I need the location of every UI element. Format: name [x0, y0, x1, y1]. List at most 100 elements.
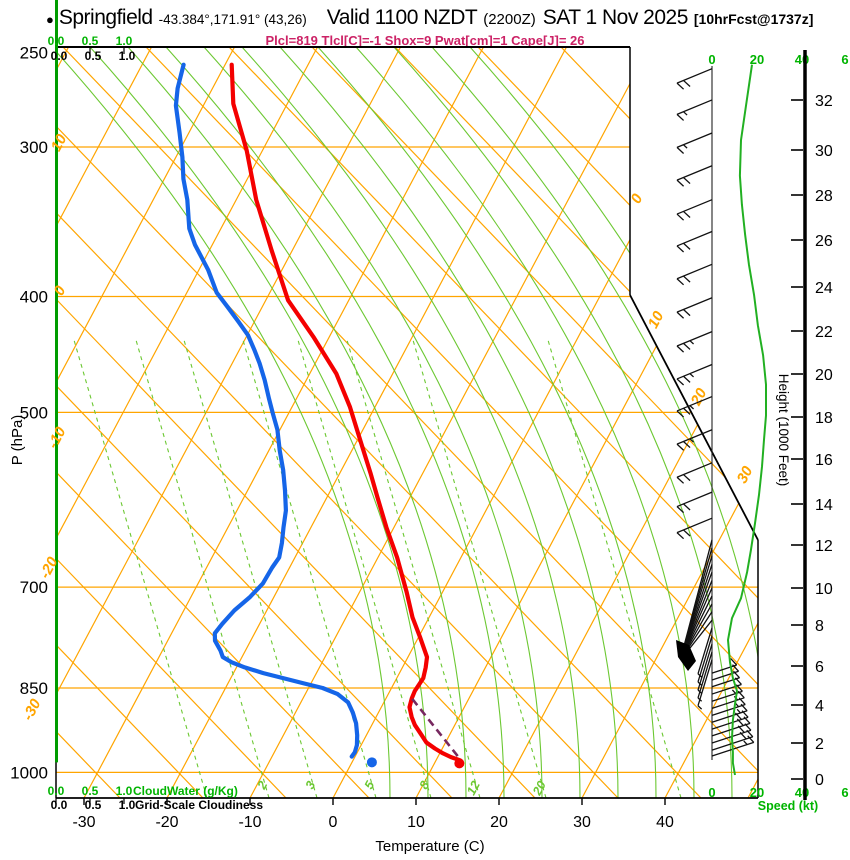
dry-adiabat-line: [311, 47, 758, 798]
barb-feather: [683, 375, 691, 383]
barb-feather: [676, 345, 685, 353]
height-axis-title: Height (1000 Feet): [776, 374, 791, 487]
wind-barb-icon: [676, 68, 713, 90]
wind-column: [676, 64, 767, 776]
moist-adiabat-line: [241, 47, 581, 798]
speed-axis-title: Speed (kt): [758, 799, 818, 813]
wind-barb-icon: [676, 429, 713, 451]
dry-adiabat-line: [56, 47, 370, 798]
temp-tick-label: -30: [72, 814, 95, 831]
barb-feather: [676, 113, 685, 121]
height-tick-label: 6: [815, 659, 824, 676]
barb-feather: [676, 278, 685, 286]
temperature-curve: [229, 62, 463, 763]
barb-staff: [676, 462, 713, 478]
moist-adiabat-line: [279, 47, 619, 798]
barb-staff: [697, 627, 713, 674]
barb-staff: [676, 99, 713, 115]
barb-feather: [743, 716, 751, 724]
cloudiness-scale-label: 1.0: [119, 49, 136, 63]
barb-staff: [711, 683, 742, 695]
barb-staff: [683, 595, 713, 654]
barb-feather: [683, 474, 691, 482]
barb-staff: [697, 643, 713, 691]
wind-barb-icon: [676, 165, 713, 187]
height-tick-label: 14: [815, 497, 833, 514]
height-tick-label: 16: [815, 452, 833, 469]
barb-feather: [683, 144, 688, 149]
station-coordinates: -43.384°,171.91° (43,26): [158, 12, 307, 27]
barb-staff: [676, 297, 713, 313]
cloudwater-scale-label: 0.5: [82, 34, 99, 48]
isotherm-line: [56, 47, 236, 798]
sounding-curves: [173, 62, 465, 769]
isotherm-line: [498, 47, 758, 798]
barb-feather: [676, 532, 685, 540]
valid-time: Valid 1100 NZDT: [326, 6, 478, 29]
moist-adiabat-line: [56, 47, 391, 798]
wind-barb-icon: [676, 517, 713, 540]
dry-adiabat-line: [56, 47, 702, 798]
isotherm-line: [747, 47, 758, 798]
cloudwater-scale-label: 1.0: [116, 784, 133, 798]
barb-feather: [683, 79, 691, 88]
barb-staff: [711, 697, 745, 709]
height-tick-label: 26: [815, 233, 833, 250]
barb-feather: [683, 503, 691, 511]
barb-feather: [747, 735, 755, 743]
height-tick-label: 2: [815, 736, 824, 753]
title-bar: ● Springfield -43.384°,171.91° (43,26) V…: [46, 6, 850, 30]
isotherm-label: 20: [687, 385, 711, 409]
dry-adiabat-line: [56, 47, 619, 798]
barb-feather: [737, 725, 745, 733]
mixing-ratio-line: [412, 339, 547, 798]
temp-tick-label: -20: [155, 814, 178, 831]
plot-frame: [55, 0, 759, 805]
barb-staff: [697, 659, 713, 706]
mixing-ratio-label: 8: [417, 779, 433, 792]
height-tick-label: 32: [815, 93, 833, 110]
wind-barb-icon: [676, 99, 713, 121]
barb-staff: [676, 68, 713, 84]
barb-feather: [739, 731, 747, 740]
barb-feather: [697, 705, 703, 710]
isotherm-line: [415, 47, 758, 798]
barb-staff: [683, 587, 713, 653]
height-tick-label: 10: [815, 581, 833, 598]
temp-tick-label: 30: [573, 814, 591, 831]
barb-feather: [676, 311, 685, 319]
barb-feather: [676, 82, 685, 90]
barb-staff: [683, 564, 713, 650]
cloudwater-scale-label: 0.5: [82, 784, 99, 798]
barb-feather: [689, 438, 695, 443]
speed-tick-label: 40: [795, 785, 809, 800]
moist-adiabat-line: [127, 47, 467, 798]
height-tick-label: 20: [815, 367, 833, 384]
height-tick-label: 22: [815, 324, 833, 341]
pressure-axis-title: P (hPa): [9, 415, 26, 466]
pressure-tick-label: 700: [20, 578, 48, 597]
dewpoint-curve: [173, 62, 360, 759]
barb-feather: [734, 677, 742, 685]
valid-time-utc: (2200Z): [483, 11, 536, 28]
pressure-tick-label: 300: [20, 138, 48, 157]
temp-tick-label: 40: [656, 814, 674, 831]
isotherm-line: [581, 47, 758, 798]
barb-feather: [676, 410, 685, 418]
barb-feather: [676, 245, 685, 253]
barb-feather: [683, 210, 691, 218]
cloudwater-scale-label: 0.0: [48, 34, 65, 48]
moist-adiabat-line: [89, 47, 429, 798]
barb-feather: [676, 179, 685, 187]
barb-staff: [676, 263, 713, 280]
barb-staff: [676, 165, 713, 181]
temp-tick-label: 0: [329, 814, 338, 831]
cloudiness-scale-label: 0.5: [85, 49, 102, 63]
isotherm-label: 10: [48, 131, 71, 154]
wind-barb-icon: [676, 331, 713, 353]
barb-staff: [676, 230, 713, 247]
barb-feather: [734, 712, 742, 720]
wind-barb-icon: [711, 703, 748, 723]
height-tick-label: 8: [815, 618, 824, 635]
